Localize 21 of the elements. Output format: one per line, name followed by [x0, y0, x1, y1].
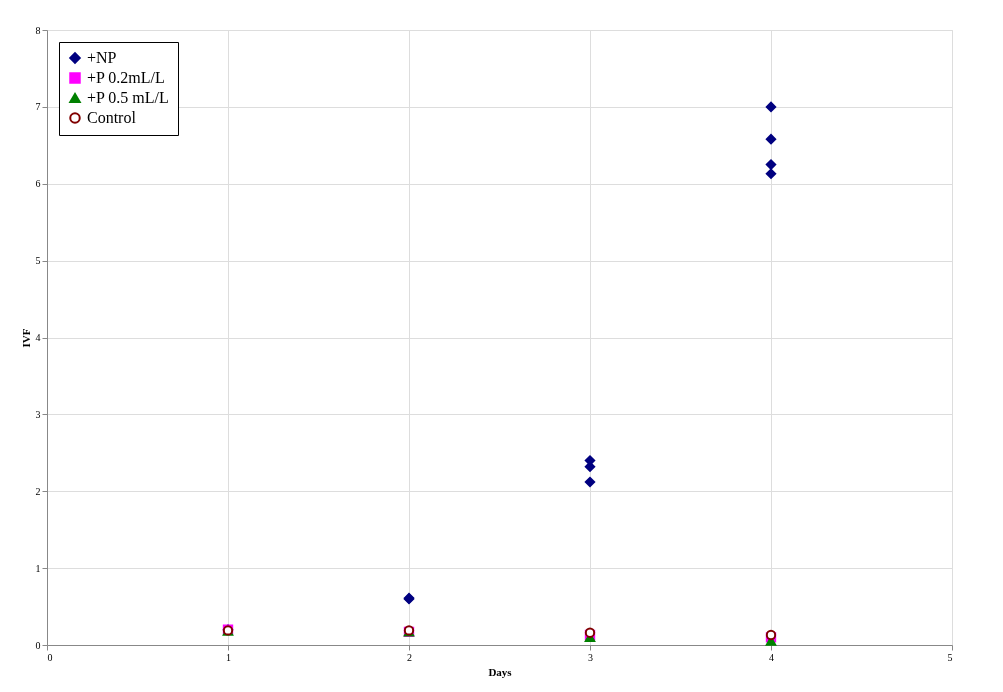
x-tick-label: 2 — [407, 651, 412, 663]
y-tick-label: 7 — [35, 101, 41, 113]
legend-label: Control — [87, 109, 137, 126]
x-tick-label: 1 — [226, 651, 231, 663]
y-tick-label: 3 — [35, 408, 41, 420]
x-tick-label: 5 — [947, 651, 953, 663]
y-tick-label: 5 — [35, 255, 41, 267]
x-axis-title: Days — [488, 665, 513, 678]
legend-label: +NP — [87, 49, 117, 66]
x-tick-label: 0 — [47, 651, 53, 663]
y-tick-label: 0 — [35, 639, 41, 651]
y-tick-label: 8 — [35, 24, 41, 36]
x-tick-label: 3 — [588, 651, 593, 663]
y-axis-title: IVF — [19, 328, 32, 348]
legend-label: +P 0.5 mL/L — [87, 89, 169, 106]
y-tick-label: 2 — [35, 485, 41, 497]
y-tick-label: 6 — [35, 178, 41, 190]
y-tick-label: 4 — [35, 332, 41, 343]
y-tick-label: 1 — [35, 562, 41, 574]
x-tick-label: 4 — [769, 651, 774, 663]
legend-label: +P 0.2mL/L — [87, 69, 165, 86]
